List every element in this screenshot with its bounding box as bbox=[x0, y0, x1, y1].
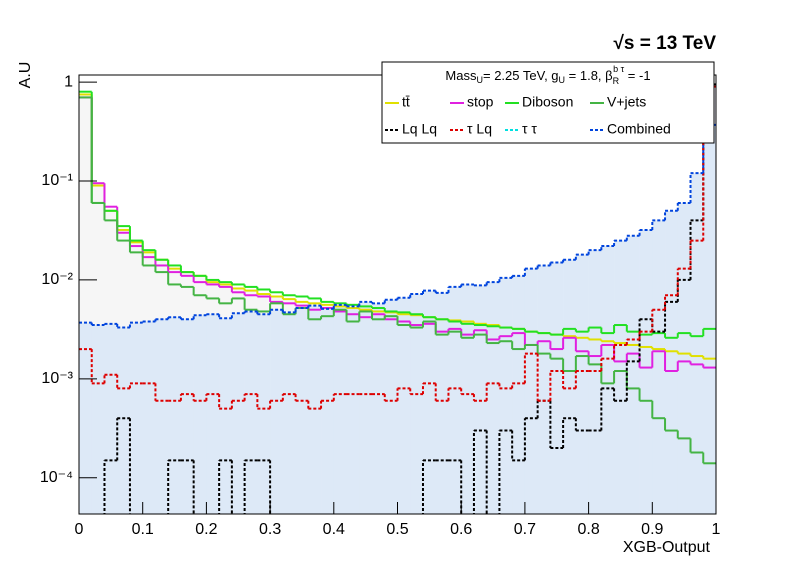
x-tick-label: 0.2 bbox=[195, 521, 217, 538]
legend-label: Combined bbox=[607, 121, 671, 137]
energy-label: √s = 13 TeV bbox=[614, 33, 717, 54]
bin-fill bbox=[677, 202, 691, 514]
fills bbox=[79, 84, 716, 514]
y-tick-label: 10⁻⁴ bbox=[40, 469, 73, 486]
bin-fill bbox=[652, 220, 666, 514]
bin-fill bbox=[333, 304, 347, 514]
legend-title-part: R bbox=[613, 76, 620, 86]
bin-fill bbox=[588, 250, 602, 514]
y-tick-label: 10⁻² bbox=[41, 271, 73, 288]
step-riser bbox=[90, 124, 705, 328]
bin-fill bbox=[690, 173, 704, 514]
legend-title-part: = 1.8, β bbox=[565, 68, 613, 83]
x-tick-label: 0.5 bbox=[386, 521, 408, 538]
bin-fill bbox=[231, 313, 245, 514]
axes: 0 0.1 0.2 0.3 0.4 0.5 0.6 0.7 0.8 0.9 1 10⁻⁴ 10⁻³ 10⁻… bbox=[40, 73, 721, 538]
bin-fill bbox=[448, 286, 462, 514]
bin-fill bbox=[473, 285, 487, 514]
y-tick-label: 10⁻³ bbox=[41, 370, 73, 387]
y-axis-label: A.U bbox=[17, 62, 34, 89]
x-tick-label: 1 bbox=[712, 521, 721, 538]
legend-label: Diboson bbox=[522, 94, 573, 110]
lines bbox=[79, 83, 716, 514]
legend-title-part: b τ bbox=[613, 64, 625, 74]
legend-label: stop bbox=[467, 94, 494, 110]
bin-fill bbox=[575, 254, 589, 514]
bin-fill bbox=[346, 306, 360, 514]
bin-fill bbox=[79, 322, 93, 514]
bin-fill bbox=[601, 246, 615, 514]
bin-fill bbox=[524, 268, 538, 514]
legend-label: tt̄ bbox=[402, 94, 410, 110]
bin-fill bbox=[665, 210, 679, 514]
bin-fill bbox=[537, 265, 551, 514]
bin-fill bbox=[321, 308, 335, 514]
bin-fill bbox=[422, 290, 437, 514]
bin-fill bbox=[270, 309, 284, 514]
x-tick-label: 0.9 bbox=[641, 521, 663, 538]
bin-fill bbox=[372, 303, 386, 514]
bin-fill bbox=[626, 235, 640, 514]
bin-fill bbox=[117, 327, 131, 514]
legend-title-part: = 2.25 TeV, g bbox=[483, 68, 559, 83]
bin-fill bbox=[550, 262, 564, 514]
bin-fill bbox=[614, 240, 628, 514]
legend-label: V+jets bbox=[607, 94, 646, 110]
bin-fill bbox=[308, 305, 322, 514]
x-tick-label: 0.3 bbox=[259, 521, 281, 538]
bin-fill bbox=[193, 315, 207, 514]
bin-fill bbox=[295, 308, 309, 514]
bin-fill bbox=[257, 314, 271, 514]
x-tick-label: 0.6 bbox=[450, 521, 472, 538]
x-tick-label: 0.4 bbox=[323, 521, 345, 538]
x-tick-label: 0.1 bbox=[132, 521, 154, 538]
legend-title-part: = -1 bbox=[624, 68, 650, 83]
legend-title-part: Mass bbox=[445, 68, 477, 83]
bin-fill bbox=[206, 314, 220, 514]
legend-title-part: U bbox=[476, 75, 483, 85]
step-riser bbox=[90, 86, 705, 409]
bin-fill bbox=[180, 319, 194, 514]
x-tick-label: 0.8 bbox=[577, 521, 599, 538]
x-axis-label: XGB-Output bbox=[623, 539, 711, 556]
legend-label: τ τ bbox=[522, 121, 537, 137]
bin-fill bbox=[282, 312, 296, 514]
bin-fill bbox=[91, 325, 105, 514]
legend-title: MassU= 2.25 TeV, gU = 1.8, βRb τ = -1 bbox=[445, 64, 650, 86]
bin-fill bbox=[639, 229, 653, 514]
legend-label: τ Lq bbox=[467, 121, 492, 137]
bin-fill bbox=[168, 317, 182, 514]
x-tick-label: 0 bbox=[75, 521, 84, 538]
y-tick-label: 1 bbox=[64, 73, 73, 90]
bin-fill bbox=[397, 297, 411, 514]
bin-fill bbox=[384, 299, 398, 514]
bin-fill bbox=[219, 318, 233, 514]
bin-fill bbox=[461, 284, 475, 514]
bin-fill bbox=[512, 275, 526, 514]
bin-fill bbox=[129, 322, 143, 514]
bin-fill bbox=[155, 319, 169, 514]
bin-fill bbox=[359, 301, 373, 514]
y-tick-label: 10⁻¹ bbox=[41, 172, 73, 189]
bin-fill bbox=[703, 124, 716, 514]
bin-fill bbox=[244, 311, 258, 514]
bin-fill bbox=[499, 277, 513, 514]
legend-label: Lq Lq bbox=[402, 121, 437, 137]
legend-title-part: U bbox=[559, 75, 566, 85]
bin-fill bbox=[435, 292, 449, 514]
bin-fill bbox=[104, 323, 118, 514]
bin-fill bbox=[563, 259, 577, 514]
x-tick-label: 0.7 bbox=[514, 521, 536, 538]
legend: MassU= 2.25 TeV, gU = 1.8, βRb τ = -1 tt… bbox=[381, 61, 715, 144]
bin-fill bbox=[410, 294, 424, 514]
legend-box bbox=[381, 61, 715, 144]
bin-fill bbox=[142, 321, 156, 514]
bin-fill bbox=[486, 282, 500, 514]
